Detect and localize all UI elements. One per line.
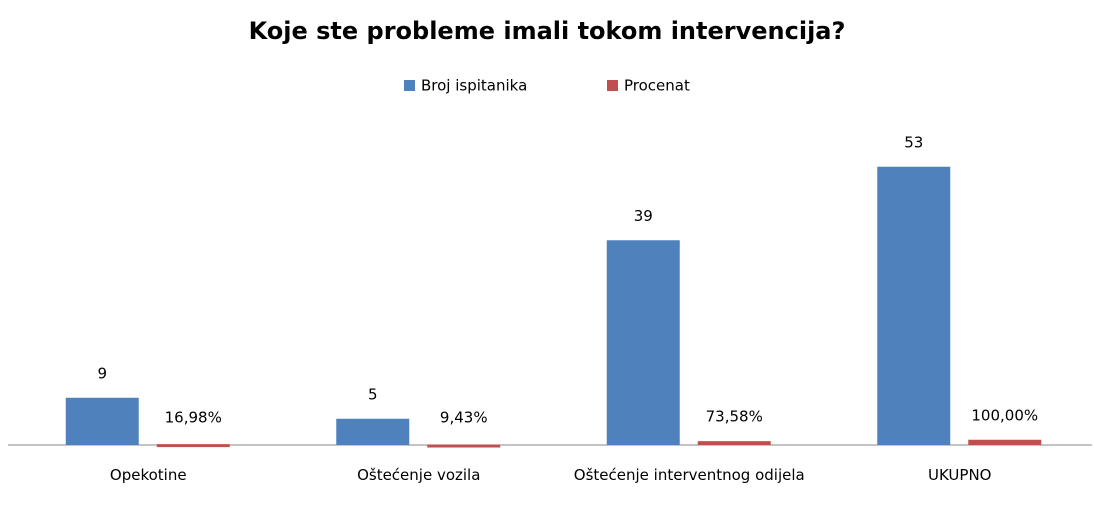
legend-label: Broj ispitanika (421, 77, 527, 95)
bar (606, 240, 680, 445)
data-label: 53 (904, 133, 923, 151)
data-label: 39 (634, 207, 653, 225)
data-label: 5 (368, 385, 378, 403)
bar (877, 166, 951, 445)
bar (968, 439, 1042, 445)
legend-swatch (404, 80, 415, 91)
legend-swatch (607, 80, 618, 91)
data-label: 16,98% (165, 409, 222, 427)
legend-label: Procenat (624, 77, 690, 95)
x-tick-label: Oštećenje interventnog odijela (573, 466, 805, 484)
bar (156, 444, 230, 448)
x-tick-label: Oštećenje vozila (357, 466, 481, 484)
bar (336, 418, 410, 445)
x-tick-label: Opekotine (109, 466, 187, 484)
data-label: 73,58% (706, 408, 763, 426)
x-tick-label: UKUPNO (928, 466, 992, 484)
data-label: 100,00% (971, 406, 1038, 424)
chart-title: Koje ste probleme imali tokom intervenci… (249, 17, 846, 45)
bar (65, 397, 139, 445)
data-label: 9 (97, 364, 107, 382)
bar (697, 441, 771, 445)
data-label: 9,43% (440, 409, 488, 427)
bar (427, 444, 501, 448)
